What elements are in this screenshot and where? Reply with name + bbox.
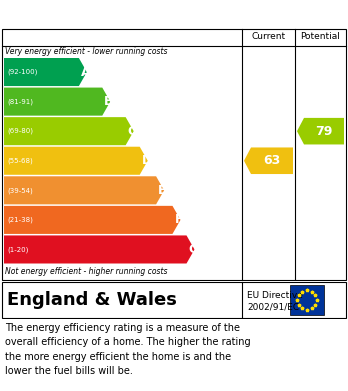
Text: England & Wales: England & Wales xyxy=(7,291,177,309)
Polygon shape xyxy=(4,117,134,145)
Text: (21-38): (21-38) xyxy=(7,217,33,223)
Text: B: B xyxy=(104,95,114,108)
Bar xyxy=(290,285,324,315)
Text: Not energy efficient - higher running costs: Not energy efficient - higher running co… xyxy=(5,267,167,276)
Polygon shape xyxy=(4,58,87,86)
Polygon shape xyxy=(4,88,110,116)
Text: 63: 63 xyxy=(263,154,280,167)
Text: Very energy efficient - lower running costs: Very energy efficient - lower running co… xyxy=(5,47,167,57)
Text: (92-100): (92-100) xyxy=(7,69,37,75)
Text: F: F xyxy=(174,213,183,226)
Polygon shape xyxy=(4,206,181,234)
Text: (39-54): (39-54) xyxy=(7,187,33,194)
Polygon shape xyxy=(4,176,164,204)
Text: (81-91): (81-91) xyxy=(7,99,33,105)
Text: G: G xyxy=(189,243,199,256)
Text: (55-68): (55-68) xyxy=(7,158,33,164)
Text: Energy Efficiency Rating: Energy Efficiency Rating xyxy=(9,7,219,22)
Text: The energy efficiency rating is a measure of the
overall efficiency of a home. T: The energy efficiency rating is a measur… xyxy=(5,323,251,376)
Text: C: C xyxy=(128,125,137,138)
Polygon shape xyxy=(297,118,344,144)
Polygon shape xyxy=(4,235,195,264)
Text: 79: 79 xyxy=(315,125,333,138)
Text: E: E xyxy=(158,184,167,197)
Text: (1-20): (1-20) xyxy=(7,246,29,253)
Text: Current: Current xyxy=(252,32,286,41)
Polygon shape xyxy=(4,147,148,175)
Text: D: D xyxy=(142,154,152,167)
Polygon shape xyxy=(244,147,293,174)
Text: 2002/91/EC: 2002/91/EC xyxy=(247,302,299,311)
Text: Potential: Potential xyxy=(301,32,340,41)
Text: A: A xyxy=(81,66,90,79)
Text: (69-80): (69-80) xyxy=(7,128,33,135)
Text: EU Directive: EU Directive xyxy=(247,291,303,300)
